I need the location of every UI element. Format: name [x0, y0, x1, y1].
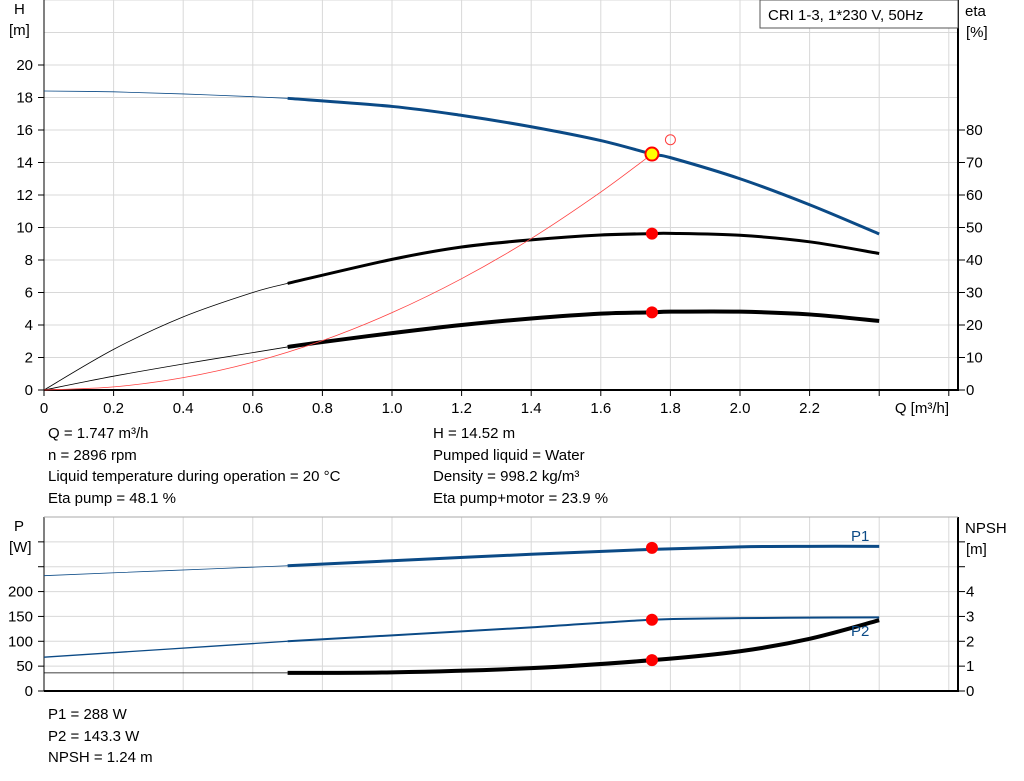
- info-pumped-liquid: Pumped liquid = Water: [433, 446, 585, 464]
- y-tick-label-left: 12: [16, 187, 33, 204]
- duty-point-marker: [645, 306, 658, 319]
- x-tick-label: 1.0: [382, 400, 403, 417]
- y-tick-label-left: 8: [25, 252, 33, 269]
- y-tick-label-right: 4: [966, 584, 974, 601]
- legend-box-text: CRI 1-3, 1*230 V, 50Hz: [768, 7, 923, 24]
- series-P1-extended: [43, 565, 288, 577]
- series-eta_pump_motor-extended: [43, 346, 288, 391]
- y-tick-label-right: 30: [966, 285, 983, 302]
- series-P2: [287, 616, 880, 643]
- series-head-extended: [43, 90, 288, 99]
- y-tick-label-left: 100: [8, 633, 33, 650]
- operating-point-marker: [644, 146, 660, 162]
- y-tick-label-right: 10: [966, 350, 983, 367]
- info-speed: n = 2896 rpm: [48, 446, 137, 464]
- x-axis-label: Q [m³/h]: [895, 400, 949, 417]
- x-tick-label: 0: [40, 400, 48, 417]
- series-label-p2: P2: [851, 623, 869, 640]
- y-tick-label-left: 6: [25, 285, 33, 302]
- info-flow: Q = 1.747 m³/h: [48, 425, 149, 442]
- x-tick-label: 0.4: [173, 400, 194, 417]
- y-tick-label-right: 0: [966, 382, 974, 399]
- y-axis-unit-right: [m]: [966, 541, 987, 558]
- info-p2: P2 = 143.3 W: [48, 727, 140, 745]
- y-tick-label-left: 20: [16, 57, 33, 74]
- info-liquid-temperature: Liquid temperature during operation = 20…: [48, 468, 341, 485]
- y-tick-label-right: 2: [966, 633, 974, 650]
- x-tick-label: 0.2: [103, 400, 124, 417]
- y-tick-label-left: 200: [8, 584, 33, 601]
- y-axis-unit-left: [m]: [9, 22, 30, 39]
- y-tick-label-left: 0: [25, 382, 33, 399]
- performance-chart: 0 2 4 6 8 10 12 14 16 18 20 0 10 20 30 40 50 60 70 80 H [m] et…: [9, 0, 988, 417]
- y-axis-unit-left: [W]: [9, 539, 32, 556]
- y-axis-label-left: P: [14, 518, 24, 535]
- y-axis-label-left: H: [14, 1, 25, 18]
- series-eta_pump: [287, 231, 880, 285]
- x-tick-label: 2.0: [730, 400, 751, 417]
- duty-point-marker: [645, 541, 658, 554]
- x-tick-label: 0.8: [312, 400, 333, 417]
- x-tick-label: 2.2: [799, 400, 820, 417]
- y-tick-label-left: 50: [16, 658, 33, 675]
- y-tick-label-right: 50: [966, 220, 983, 237]
- series-eta_pump-extended: [43, 283, 288, 391]
- info-density: Density = 998.2 kg/m³: [433, 468, 580, 485]
- info-top-right: H = 14.52 m Pumped liquid = Water Densit…: [433, 423, 608, 509]
- y-tick-label-right: 60: [966, 187, 983, 204]
- x-tick-label: 1.6: [590, 400, 611, 417]
- info-head: H = 14.52 m: [433, 425, 516, 442]
- series-system-curve: [43, 153, 653, 391]
- y-tick-label-left: 18: [16, 90, 33, 107]
- y-tick-label-left: 14: [16, 155, 33, 172]
- series-label-p1: P1: [851, 528, 869, 545]
- y-tick-label-right: 70: [966, 155, 983, 172]
- x-tick-label: 1.4: [521, 400, 542, 417]
- y-axis-label-right: NPSH: [965, 520, 1007, 537]
- duty-point-marker: [645, 613, 658, 626]
- y-tick-label-left: 150: [8, 608, 33, 625]
- info-bottom: P1 = 288 W P2 = 143.3 W NPSH = 1.24 m: [48, 704, 153, 769]
- requested-duty-point: [664, 134, 676, 146]
- duty-point-marker: [645, 654, 658, 667]
- y-tick-label-right: 80: [966, 122, 983, 139]
- info-eta-pump-motor: Eta pump+motor = 23.9 %: [433, 489, 609, 507]
- duty-point-marker: [645, 227, 658, 240]
- series-P2-extended: [43, 640, 288, 658]
- y-tick-label-left: 4: [25, 317, 33, 334]
- y-axis-unit-right: [%]: [966, 24, 988, 41]
- x-tick-label: 1.8: [660, 400, 681, 417]
- y-tick-label-right: 3: [966, 608, 974, 625]
- series-NPSH: [287, 618, 880, 675]
- info-eta-pump: Eta pump = 48.1 %: [48, 489, 176, 507]
- y-tick-label-left: 0: [25, 683, 33, 700]
- x-tick-label: 1.2: [451, 400, 472, 417]
- info-p1: P1 = 288 W: [48, 706, 127, 723]
- y-tick-label-right: 40: [966, 252, 983, 269]
- x-tick-label: 0.6: [242, 400, 263, 417]
- info-npsh: NPSH = 1.24 m: [48, 749, 153, 766]
- y-tick-label-left: 10: [16, 220, 33, 237]
- series-head: [287, 96, 880, 236]
- y-tick-label-right: 0: [966, 683, 974, 700]
- y-tick-label-right: 1: [966, 658, 974, 675]
- y-tick-label-left: 16: [16, 122, 33, 139]
- power-npsh-chart: 0 50 100 150 200 0 1 2 3 4 P [W] NPSH [m] P1 P2: [8, 516, 1007, 700]
- series-P1: [287, 544, 880, 568]
- y-tick-label-left: 2: [25, 350, 33, 367]
- info-top-left: Q = 1.747 m³/h n = 2896 rpm Liquid tempe…: [48, 423, 340, 509]
- y-tick-label-right: 20: [966, 317, 983, 334]
- y-axis-label-right: eta: [965, 3, 987, 20]
- series-eta_pump_motor: [287, 309, 880, 349]
- legend-box: CRI 1-3, 1*230 V, 50Hz: [759, 0, 959, 29]
